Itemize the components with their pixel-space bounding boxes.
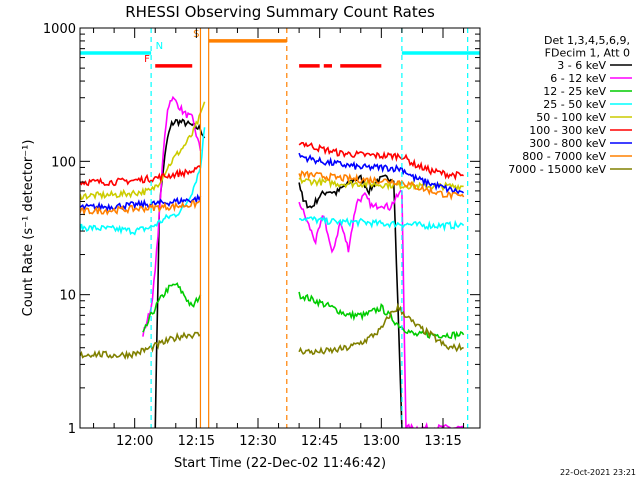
annotation-s: S bbox=[193, 28, 288, 428]
x-tick-label: 12:45 bbox=[301, 434, 338, 449]
x-tick-label: 12:30 bbox=[239, 434, 276, 449]
x-tick-label: 13:00 bbox=[363, 434, 400, 449]
axes: 1 10 100 1000 12:00 12:15 12:30 12:45 13:00 13:15 bbox=[43, 22, 480, 449]
series-line bbox=[80, 101, 206, 201]
annotation-label: N bbox=[156, 41, 163, 52]
series-3 bbox=[142, 282, 465, 341]
legend-entry-label: 3 - 6 keV bbox=[557, 59, 606, 72]
legend-entry-label: 12 - 25 keV bbox=[543, 85, 606, 98]
plot-area: NF S bbox=[80, 28, 480, 428]
annotation-label: F bbox=[144, 54, 150, 65]
legend-header: Det 1,3,4,5,6,9, bbox=[544, 34, 630, 47]
x-tick-label: 12:15 bbox=[178, 434, 215, 449]
series-line bbox=[298, 141, 464, 181]
legend-header: FDecim 1, Att 0 bbox=[545, 47, 630, 60]
y-tick-label: 100 bbox=[51, 155, 76, 170]
x-tick-label: 13:15 bbox=[424, 434, 461, 449]
legend-entry-label: 6 - 12 keV bbox=[550, 72, 606, 85]
y-axis-label: Count Rate (s⁻¹ detector⁻¹) bbox=[21, 140, 36, 317]
plot-frame bbox=[79, 27, 481, 429]
timestamp: 22-Oct-2021 23:21 bbox=[560, 468, 636, 477]
series-8 bbox=[80, 170, 465, 216]
series-line bbox=[298, 189, 465, 428]
series-line bbox=[80, 331, 201, 360]
series-line bbox=[80, 165, 202, 187]
chart-title: RHESSI Observing Summary Count Rates bbox=[125, 3, 435, 21]
x-tick-label: 12:00 bbox=[116, 434, 153, 449]
legend: Det 1,3,4,5,6,9,FDecim 1, Att 03 - 6 keV… bbox=[508, 34, 632, 176]
series-6 bbox=[80, 141, 464, 187]
legend-entry-label: 7000 - 15000 keV bbox=[508, 163, 606, 176]
legend-entry-label: 800 - 7000 keV bbox=[522, 150, 606, 163]
legend-entry-label: 50 - 100 keV bbox=[536, 111, 606, 124]
x-axis-label: Start Time (22-Dec-02 11:46:42) bbox=[174, 456, 386, 471]
legend-entry-label: 25 - 50 keV bbox=[543, 98, 606, 111]
series-line bbox=[299, 215, 465, 232]
series-line bbox=[298, 152, 465, 195]
y-tick-label: 1000 bbox=[43, 22, 76, 37]
series-line bbox=[298, 170, 465, 201]
series-line bbox=[142, 95, 202, 337]
series-line bbox=[298, 291, 465, 341]
series-line bbox=[154, 118, 206, 428]
annotation-n: N bbox=[80, 28, 480, 428]
series-line bbox=[80, 200, 201, 216]
legend-entry-label: 300 - 800 keV bbox=[529, 137, 606, 150]
series-2 bbox=[142, 95, 465, 428]
y-tick-label: 1 bbox=[68, 422, 76, 437]
series-line bbox=[298, 302, 464, 356]
series-9 bbox=[80, 302, 464, 360]
annotation-f: F bbox=[144, 54, 382, 68]
series-line bbox=[142, 282, 202, 333]
legend-entry-label: 100 - 300 keV bbox=[529, 124, 606, 137]
y-tick-label: 10 bbox=[59, 289, 76, 304]
